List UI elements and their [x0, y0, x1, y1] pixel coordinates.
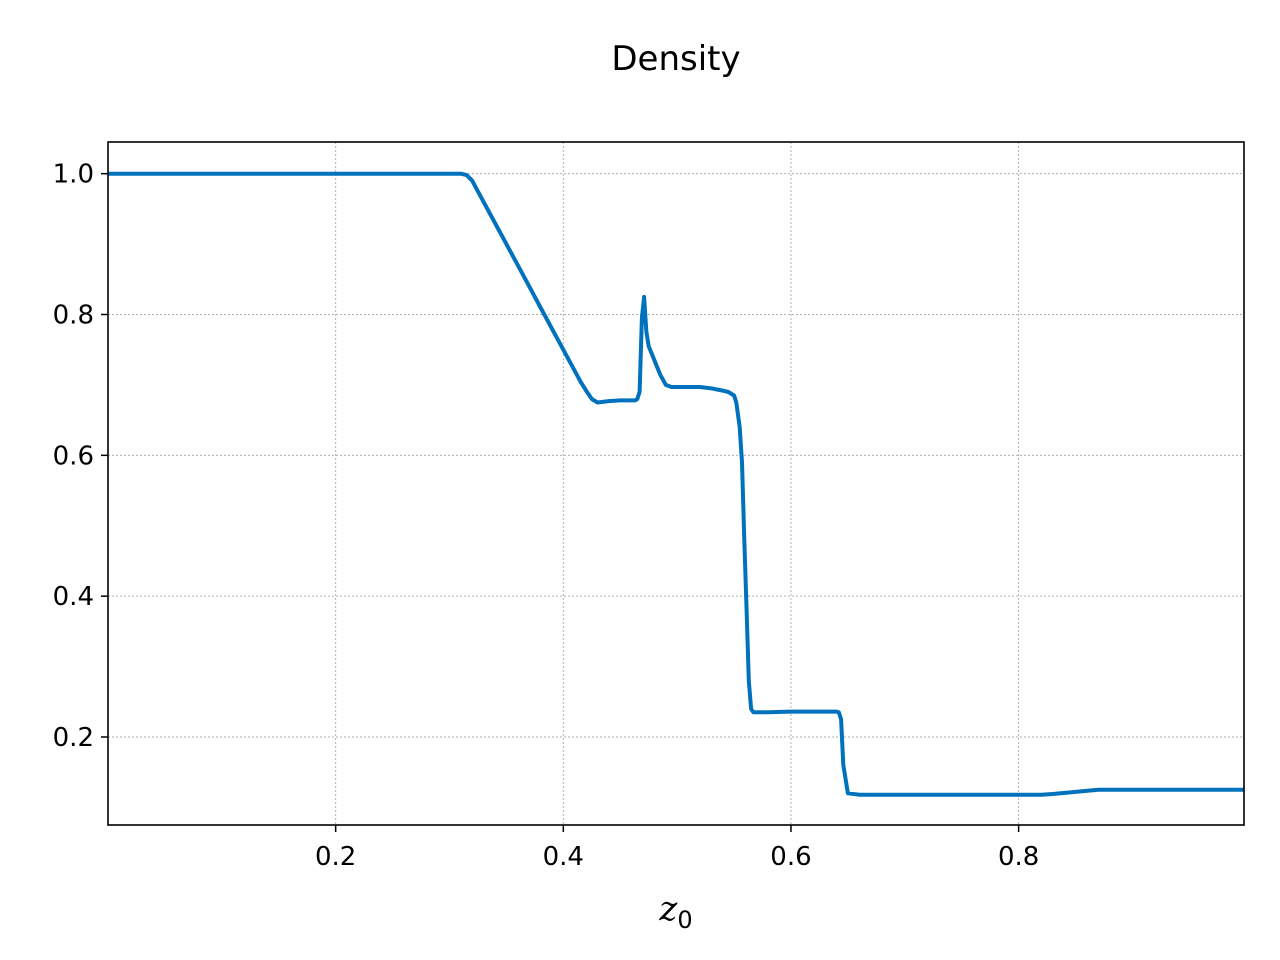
- x-tick-label: 0.2: [315, 842, 356, 872]
- y-tick-label: 0.4: [53, 582, 94, 612]
- density-line: [108, 171, 1244, 797]
- axis-ticks: 0.2 0.4 0.6 0.8 0.2 0.4 0.6 0.8 1.0: [53, 160, 1040, 872]
- x-tick-label: 0.4: [543, 842, 584, 872]
- y-tick-label: 1.0: [53, 160, 94, 190]
- y-tick-label: 0.6: [53, 441, 94, 471]
- x-tick-label: 0.8: [998, 842, 1039, 872]
- x-axis-label: z0: [658, 889, 692, 934]
- chart-title: Density: [611, 39, 740, 79]
- plot-frame: [107, 141, 1245, 826]
- x-tick-label: 0.6: [770, 842, 811, 872]
- x-axis-label-main: z: [658, 889, 678, 929]
- series-layer: [108, 171, 1244, 797]
- grid: [108, 142, 1244, 825]
- y-tick-label: 0.8: [53, 301, 94, 331]
- y-tick-label: 0.2: [53, 723, 94, 753]
- x-axis-label-subscript: 0: [677, 906, 692, 934]
